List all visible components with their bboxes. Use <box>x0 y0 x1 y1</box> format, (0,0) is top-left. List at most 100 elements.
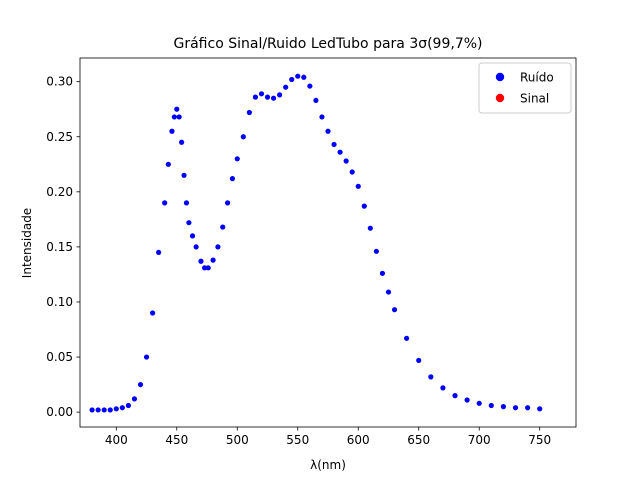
data-point <box>149 310 156 316</box>
data-point <box>289 76 295 83</box>
x-tick-label: 400 <box>105 433 128 447</box>
data-point <box>181 172 187 178</box>
legend-label: Ruído <box>520 71 554 85</box>
x-tick-label: 500 <box>226 433 249 447</box>
data-point <box>488 402 494 409</box>
data-point <box>270 95 277 101</box>
data-point <box>349 169 355 175</box>
x-axis-label: λ(nm) <box>310 458 346 472</box>
y-tick-label: 0.05 <box>46 350 73 364</box>
data-point <box>229 176 236 182</box>
data-point <box>464 397 470 403</box>
data-point <box>512 405 519 411</box>
data-point <box>301 74 307 80</box>
data-point <box>156 249 162 256</box>
data-point <box>361 203 367 209</box>
data-point <box>428 374 434 380</box>
data-point <box>165 161 171 167</box>
data-point <box>500 404 507 410</box>
data-point <box>307 83 313 89</box>
data-point <box>179 139 185 145</box>
data-point <box>355 183 361 189</box>
x-tick-label: 750 <box>528 433 551 447</box>
data-point <box>404 335 410 341</box>
data-point <box>379 270 386 276</box>
data-point <box>440 385 446 391</box>
data-point <box>101 407 107 413</box>
data-point <box>258 91 265 97</box>
legend-label: Sinal <box>520 92 549 106</box>
y-tick-label: 0.25 <box>46 130 73 144</box>
y-axis: 0.00 0.05 0.10 0.15 0.20 0.25 0.30 <box>46 75 80 419</box>
data-point <box>210 257 216 263</box>
data-point <box>113 406 119 412</box>
data-point <box>264 94 271 100</box>
data-point <box>162 200 168 206</box>
data-point <box>283 84 289 90</box>
data-point <box>537 406 543 412</box>
data-point <box>343 158 349 164</box>
legend-marker <box>495 93 505 103</box>
data-point <box>215 244 221 250</box>
data-points <box>89 73 543 413</box>
y-tick-label: 0.00 <box>46 405 73 419</box>
data-point <box>295 73 301 79</box>
data-point <box>416 357 422 363</box>
data-point <box>391 307 398 313</box>
data-point <box>198 258 204 264</box>
data-point <box>313 97 319 104</box>
data-point <box>373 248 379 254</box>
data-point <box>107 407 113 413</box>
data-point <box>325 128 331 134</box>
data-point <box>193 244 199 250</box>
data-point <box>174 106 180 112</box>
data-point <box>171 114 177 120</box>
data-point <box>202 265 208 271</box>
data-point <box>319 114 325 120</box>
x-tick-label: 450 <box>165 433 188 447</box>
data-point <box>119 405 125 411</box>
data-point <box>367 225 373 231</box>
data-point <box>189 233 196 239</box>
legend: Ruído Sinal <box>478 62 572 114</box>
data-point <box>385 289 392 295</box>
y-tick-label: 0.10 <box>46 295 73 309</box>
data-point <box>452 393 458 399</box>
y-axis-label: Intensidade <box>20 208 34 278</box>
data-point <box>137 381 144 388</box>
data-point <box>183 200 190 206</box>
data-point <box>89 407 95 413</box>
x-tick-label: 600 <box>347 433 370 447</box>
data-point <box>337 149 343 155</box>
data-point <box>240 134 246 140</box>
x-axis: 400 450 500 550 600 650 700 750 <box>105 427 551 447</box>
data-point <box>169 128 175 134</box>
data-point <box>277 92 283 98</box>
y-tick-label: 0.15 <box>46 240 73 254</box>
data-point <box>252 94 259 100</box>
data-point <box>525 405 531 411</box>
data-point <box>476 400 482 406</box>
chart-title: Gráfico Sinal/Ruido LedTubo para 3σ(99,7… <box>174 36 483 52</box>
data-point <box>234 156 240 162</box>
data-point <box>205 265 211 271</box>
plot-frame <box>79 57 577 428</box>
data-point <box>224 200 231 206</box>
data-point <box>176 114 182 120</box>
legend-marker <box>495 72 505 82</box>
data-point <box>186 220 192 226</box>
data-point <box>331 141 337 148</box>
x-tick-label: 650 <box>407 433 430 447</box>
data-point <box>131 396 138 402</box>
data-point <box>220 224 226 230</box>
data-point <box>246 109 252 116</box>
plot-area <box>80 58 576 427</box>
data-point <box>95 407 101 413</box>
data-point <box>143 354 150 360</box>
x-tick-label: 550 <box>286 433 309 447</box>
x-tick-label: 700 <box>468 433 491 447</box>
y-tick-label: 0.30 <box>46 75 73 89</box>
data-point <box>125 402 131 409</box>
y-tick-label: 0.20 <box>46 185 73 199</box>
